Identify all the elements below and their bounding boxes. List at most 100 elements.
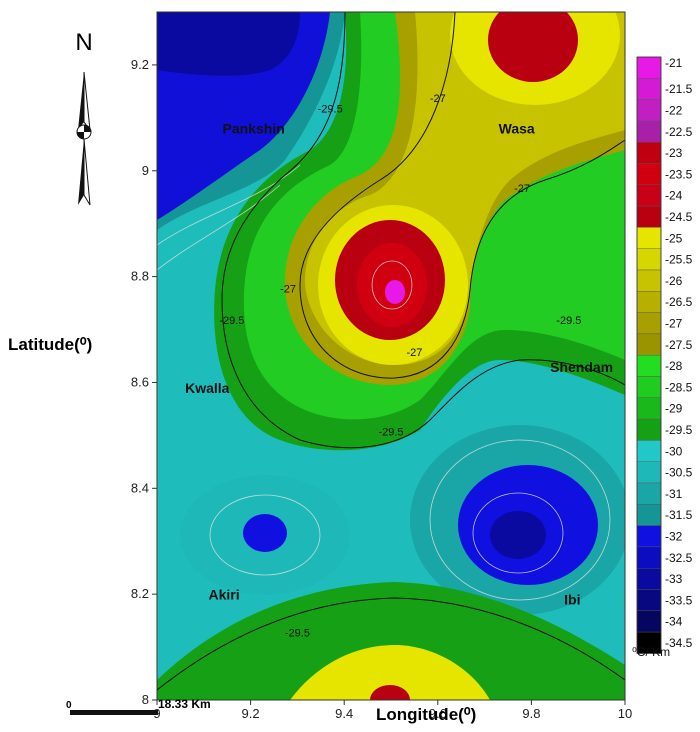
- legend-swatch: [636, 184, 662, 207]
- legend-value: -24: [665, 189, 683, 203]
- y-tick-label: 8: [142, 692, 149, 707]
- north-arrow-center-quarter: [84, 125, 91, 132]
- legend-value: -21.5: [665, 82, 693, 96]
- legend-swatch: [636, 78, 662, 100]
- contour-line: [157, 184, 281, 271]
- places: Pankshin Wasa Kwalla Shendam Akiri Ibi: [185, 121, 613, 608]
- legend-swatch: [636, 291, 662, 313]
- place-label: Pankshin: [223, 121, 285, 137]
- legend-swatch: [636, 141, 662, 164]
- north-arrow-tail: [78, 139, 84, 205]
- x-tick-label: 9.8: [522, 706, 540, 721]
- legend-value: -30.5: [665, 466, 693, 480]
- north-arrow-tail-light: [83, 138, 91, 206]
- legend-value: -22.5: [665, 125, 693, 139]
- legend-swatch: [636, 589, 662, 611]
- legend-value: -31.5: [665, 508, 693, 522]
- contour-label: -29.5: [219, 315, 244, 327]
- legend-value: -28: [665, 359, 683, 373]
- y-axis-label: Latitude(⁰): [8, 335, 93, 354]
- legend-value: -23.5: [665, 167, 693, 181]
- legend-value: -30: [665, 444, 683, 458]
- legend-swatch: [636, 461, 662, 484]
- contour-line: [157, 164, 301, 246]
- legend-swatch: [636, 56, 662, 79]
- southern-green: [157, 582, 625, 700]
- legend-value: -25: [665, 231, 683, 245]
- y-tick-label: 8.6: [131, 374, 149, 389]
- place-label: Ibi: [564, 592, 580, 608]
- legend: -21 -21.5 -22 -22.5 -23 -23.5 -24 -24.5 -25 -25.5…: [636, 56, 693, 654]
- legend-swatch: [636, 482, 662, 505]
- legend-value: -22: [665, 104, 683, 118]
- scale-start: 0: [66, 700, 72, 711]
- labelled-contours: [157, 12, 625, 691]
- place-label: Kwalla: [185, 380, 230, 396]
- contour-line: [429, 439, 611, 601]
- y-tick-label: 9: [142, 163, 149, 178]
- contour-line: [209, 494, 321, 576]
- legend-frame: [636, 56, 662, 654]
- contour-map: [157, 12, 625, 700]
- legend-value: -31: [665, 487, 683, 501]
- north-label: N: [75, 29, 92, 56]
- x-axis-label: Longitude(⁰): [376, 705, 477, 724]
- contour-label: -27: [514, 183, 530, 195]
- legend-swatch: [636, 610, 662, 633]
- legend-swatch: [636, 525, 662, 548]
- pankshin-low-inner: [157, 12, 300, 76]
- contour-labels: -29.5 -27 -27 -27 -29.5 -29.5 -27 -29.5 -29.5: [219, 93, 581, 640]
- legend-value: -29.5: [665, 423, 693, 437]
- legend-value: -21: [665, 56, 683, 70]
- legend-unit: ⁰C/ Km: [632, 645, 670, 659]
- legend-swatch: [636, 568, 662, 590]
- map-frame: [156, 11, 626, 701]
- place-label: Wasa: [499, 121, 535, 137]
- legend-value: -28.5: [665, 380, 693, 394]
- legend-swatch: [636, 205, 662, 228]
- legend-value: -26: [665, 274, 683, 288]
- contour-line: [299, 12, 625, 379]
- legend-value: -27: [665, 317, 683, 331]
- place-label: Akiri: [208, 586, 239, 602]
- x-tick-label: 9.2: [242, 706, 260, 721]
- legend-value: -23: [665, 146, 683, 160]
- y-tick-label: 8.8: [131, 269, 149, 284]
- legend-value: -24.5: [665, 210, 693, 224]
- legend-value: -34: [665, 615, 683, 629]
- legend-swatch: [636, 376, 662, 398]
- legend-swatch: [636, 227, 662, 249]
- contour-line: [221, 12, 625, 449]
- legend-swatch: [636, 355, 662, 377]
- legend-swatch: [636, 504, 662, 526]
- contour-label: -29.5: [378, 426, 403, 438]
- y-tick-label: 8.4: [131, 480, 149, 495]
- ibi-low-inner: [490, 511, 546, 559]
- contour-lines: [157, 164, 611, 601]
- contour-line: [371, 260, 413, 310]
- x-tick-label: 9.4: [335, 706, 353, 721]
- legend-value: -26.5: [665, 295, 693, 309]
- north-arrow-center-quarter: [77, 132, 84, 139]
- scale-bar-line: [70, 710, 158, 715]
- contour-label: -27: [280, 283, 296, 295]
- contour-label: -29.5: [556, 315, 581, 327]
- akiri-low-blue: [243, 514, 287, 552]
- legend-swatch: [636, 397, 662, 420]
- legend-value: -32: [665, 530, 683, 544]
- legend-value: -25.5: [665, 253, 693, 267]
- y-tick-label: 9.2: [131, 57, 149, 72]
- legend-value: -32.5: [665, 551, 693, 565]
- legend-swatch: [636, 546, 662, 569]
- contour-label: -29.5: [318, 104, 343, 116]
- legend-swatch: [636, 333, 662, 356]
- contour-label: -29.5: [285, 627, 310, 639]
- legend-value: -27.5: [665, 338, 693, 352]
- legend-swatch: [636, 269, 662, 292]
- legend-swatch: [636, 418, 662, 441]
- x-tick-label: 10: [618, 706, 632, 721]
- contour-line: [472, 492, 564, 574]
- north-arrow-tip-light: [83, 71, 91, 132]
- contour-label: -27: [430, 93, 446, 105]
- legend-value: -29: [665, 402, 683, 416]
